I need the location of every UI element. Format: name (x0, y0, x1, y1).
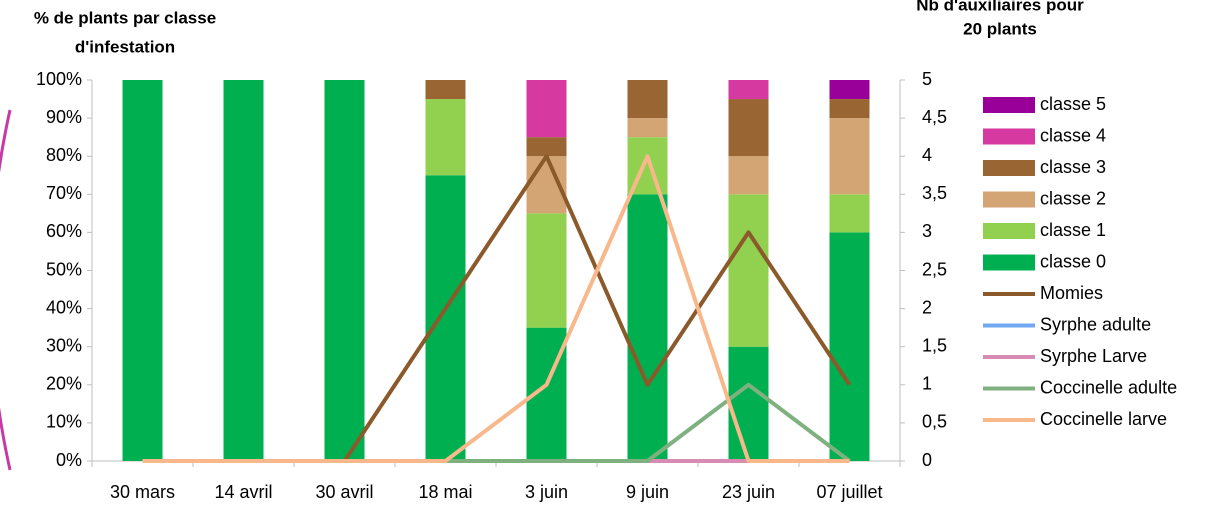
y2-tick-label: 0 (922, 450, 932, 470)
legend-label: classe 2 (1040, 188, 1106, 208)
legend-label: classe 1 (1040, 220, 1106, 240)
legend-label: Momies (1040, 283, 1103, 303)
y2-tick-label: 4,5 (922, 107, 947, 127)
y2-tick-label: 1 (922, 374, 932, 394)
y2-axis-title: Nb d'auxiliaires pour (916, 0, 1084, 14)
legend-label: classe 3 (1040, 157, 1106, 177)
bar-segment (728, 346, 769, 461)
bar-segment (829, 80, 870, 100)
bar-segment (425, 175, 466, 461)
y2-tick-label: 4 (922, 145, 932, 165)
legend-swatch (983, 97, 1035, 113)
legend-swatch (983, 160, 1035, 176)
bar-segment (223, 80, 264, 461)
y2-tick-label: 2 (922, 297, 932, 317)
bar-segment (425, 99, 466, 176)
legend-swatch (983, 128, 1035, 145)
bar-segment (324, 80, 365, 461)
bar-segment (627, 118, 668, 138)
x-tick-label: 9 juin (626, 482, 669, 502)
x-tick-label: 14 avril (214, 482, 272, 502)
y-tick-label: 90% (46, 107, 82, 127)
bar-segment (122, 80, 163, 461)
y2-tick-label: 2,5 (922, 259, 947, 279)
x-tick-label: 30 mars (110, 482, 175, 502)
line-series (142, 154, 850, 463)
y2-tick-label: 1,5 (922, 335, 947, 355)
y-axis-title: d'infestation (75, 37, 175, 56)
decoration-arc (0, 109, 12, 471)
y-tick-label: 10% (46, 412, 82, 432)
x-tick-label: 07 juillet (816, 482, 882, 502)
y-tick-label: 30% (46, 335, 82, 355)
bar-segment (728, 156, 769, 195)
y2-tick-label: 3 (922, 221, 932, 241)
x-tick-label: 30 avril (315, 482, 373, 502)
y-tick-label: 70% (46, 183, 82, 203)
bar-segment (526, 137, 567, 157)
legend-swatch (983, 254, 1035, 271)
bar-segment (526, 213, 567, 328)
legend-label: Coccinelle adulte (1040, 377, 1177, 397)
legend-label: classe 5 (1040, 94, 1106, 114)
bar-segment (526, 80, 567, 138)
bar-segment (425, 80, 466, 100)
bar-segment (829, 118, 870, 195)
bar-segment (728, 80, 769, 100)
y-axis-title: % de plants par classe (34, 8, 216, 27)
bar-segment (728, 194, 769, 347)
legend-swatch (983, 223, 1035, 239)
y-tick-label: 0% (56, 450, 82, 470)
legend-label: Coccinelle larve (1040, 409, 1167, 429)
y-tick-label: 60% (46, 221, 82, 241)
legend-label: Syrphe adulte (1040, 314, 1151, 334)
x-tick-label: 3 juin (525, 482, 568, 502)
y2-tick-label: 0,5 (922, 412, 947, 432)
bar-segment (627, 80, 668, 119)
bar-segment (627, 194, 668, 462)
y2-tick-label: 3,5 (922, 183, 947, 203)
y-tick-label: 20% (46, 374, 82, 394)
y-tick-label: 80% (46, 145, 82, 165)
bar-segment (829, 194, 870, 233)
legend-label: Syrphe Larve (1040, 346, 1147, 366)
bar-segment (829, 232, 870, 461)
y2-axis-title: 20 plants (963, 19, 1037, 38)
legend-swatch (983, 191, 1035, 208)
y2-tick-label: 5 (922, 69, 932, 89)
bar-segment (829, 99, 870, 119)
legend-label: classe 0 (1040, 251, 1106, 271)
x-tick-label: 18 mai (418, 482, 472, 502)
y-tick-label: 100% (36, 69, 82, 89)
y-tick-label: 40% (46, 297, 82, 317)
x-tick-label: 23 juin (722, 482, 775, 502)
bar-segment (728, 99, 769, 157)
legend-label: classe 4 (1040, 125, 1106, 145)
y-tick-label: 50% (46, 259, 82, 279)
